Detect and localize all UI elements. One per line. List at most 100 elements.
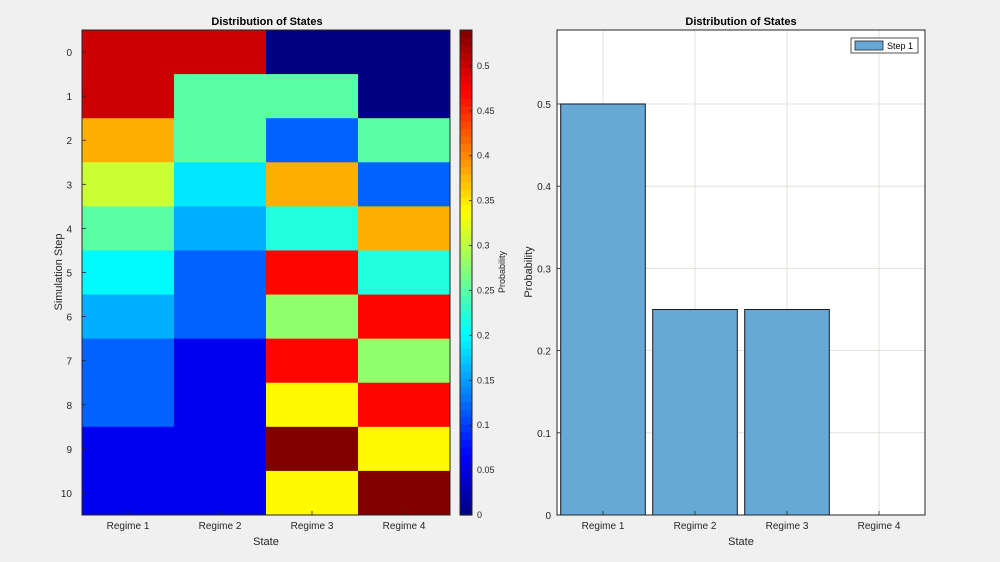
- bar: [744, 308, 830, 516]
- heatmap-cell: [174, 118, 267, 163]
- colorbar-segment: [460, 507, 472, 516]
- heatmap-y-tick-label: 6: [66, 313, 72, 324]
- heatmap-y-ticks: 0 1 2 3 4 5 6 7 8 9 10: [61, 48, 86, 500]
- bar-x-tick-label: Regime 2: [674, 521, 717, 532]
- bar-axes-box: [556, 29, 926, 516]
- colorbar-segment: [460, 340, 472, 349]
- heatmap-cell: [358, 206, 451, 251]
- colorbar-tick-label: 0.15: [477, 375, 495, 385]
- heatmap-cell: [174, 338, 267, 384]
- heatmap-x-tick-label: Regime 3: [291, 521, 334, 532]
- colorbar-segment: [460, 151, 472, 160]
- heatmap-cell: [82, 250, 175, 296]
- heatmap-cell: [266, 118, 359, 163]
- heatmap-y-tick-label: 2: [66, 136, 72, 147]
- heatmap-cell: [266, 74, 359, 119]
- colorbar: 0 0.05 0.1 0.15 0.2 0.25 0.3 0.35 0.4 0.45 0.5 Pro…: [459, 29, 507, 520]
- heatmap-cell: [266, 206, 359, 251]
- heatmap-cell: [266, 470, 359, 516]
- heatmap-y-tick-label: 4: [66, 224, 72, 235]
- heatmap-cell: [358, 426, 451, 472]
- colorbar-segment: [460, 424, 472, 433]
- colorbar-segment: [460, 446, 472, 455]
- heatmap-cell: [358, 118, 451, 163]
- heatmap-y-tick-label: 1: [66, 92, 72, 103]
- heatmap-x-tick-label: Regime 4: [383, 521, 426, 532]
- colorbar-label: Probability: [497, 250, 507, 293]
- colorbar-segment: [460, 211, 472, 221]
- heatmap-title: Distribution of States: [211, 16, 322, 28]
- heatmap-cell: [82, 206, 175, 251]
- colorbar-tick-label: 0.35: [477, 196, 495, 206]
- colorbar-segment: [460, 378, 472, 387]
- bar-x-ticks: Regime 1 Regime 2 Regime 3 Regime 4: [582, 511, 901, 532]
- colorbar-segment: [460, 249, 472, 258]
- legend-swatch: [854, 40, 884, 51]
- colorbar-segment: [460, 120, 472, 130]
- colorbar-tick-label: 0.25: [477, 285, 495, 295]
- colorbar-tick-label: 0.3: [477, 241, 490, 251]
- colorbar-segment: [460, 113, 472, 122]
- colorbar-segment: [460, 439, 472, 448]
- bar-x-tick-label: Regime 1: [582, 521, 625, 532]
- colorbar-segment: [460, 325, 472, 334]
- colorbar-segment: [460, 371, 472, 380]
- colorbar-segment: [460, 386, 472, 395]
- colorbar-segment: [460, 158, 472, 168]
- colorbar-segment: [460, 469, 472, 478]
- colorbar-segment: [460, 60, 472, 69]
- heatmap-cell: [358, 30, 451, 75]
- heatmap-y-tick-label: 0: [66, 48, 72, 59]
- legend: Step 1: [850, 37, 919, 54]
- colorbar-segment: [460, 431, 472, 440]
- heatmap-cell: [266, 338, 359, 384]
- colorbar-tick-label: 0.5: [477, 61, 490, 71]
- heatmap-cell: [82, 162, 175, 207]
- heatmap-y-tick-label: 5: [66, 269, 72, 280]
- colorbar-segment: [460, 333, 472, 342]
- heatmap-cell: [358, 338, 451, 384]
- heatmap-cell: [358, 162, 451, 207]
- colorbar-segment: [460, 416, 472, 425]
- colorbar-segment: [460, 310, 472, 319]
- bar-y-tick-label: 0.3: [537, 264, 551, 275]
- bar-y-tick-label: 0.5: [537, 100, 551, 111]
- heatmap-cell: [266, 250, 359, 296]
- colorbar-segment: [460, 257, 472, 266]
- colorbar-ticks: 0 0.05 0.1 0.15 0.2 0.25 0.3 0.35 0.4 0.45 0.5: [469, 61, 495, 520]
- heatmap-cell: [174, 74, 267, 119]
- colorbar-segment: [460, 484, 472, 493]
- bar-y-axis-label: Probability: [523, 246, 535, 298]
- colorbar-segment: [460, 287, 472, 296]
- bar: [560, 103, 646, 516]
- bar-y-ticks: 0 0.1 0.2 0.3 0.4 0.5: [537, 100, 561, 522]
- heatmap-cell: [82, 74, 175, 119]
- heatmap-cell: [174, 294, 267, 340]
- heatmap-cell: [174, 162, 267, 207]
- colorbar-gradient: [460, 30, 472, 516]
- colorbar-segment: [460, 30, 472, 39]
- colorbar-segment: [460, 67, 472, 77]
- heatmap-cells: [82, 30, 451, 516]
- colorbar-segment: [460, 242, 472, 251]
- colorbar-segment: [460, 363, 472, 372]
- heatmap-cell: [266, 30, 359, 75]
- colorbar-segment: [460, 454, 472, 463]
- colorbar-segment: [460, 408, 472, 418]
- heatmap-cell: [174, 470, 267, 516]
- heatmap-cell: [174, 382, 267, 428]
- bar-x-tick-label: Regime 3: [766, 521, 809, 532]
- heatmap-cell: [174, 206, 267, 251]
- colorbar-box: [459, 29, 473, 516]
- colorbar-segment: [460, 295, 472, 304]
- heatmap-x-ticks: Regime 1 Regime 2 Regime 3 Regime 4: [107, 511, 426, 532]
- colorbar-segment: [460, 219, 472, 228]
- colorbar-segment: [460, 196, 472, 205]
- bar: [652, 308, 738, 516]
- colorbar-segment: [460, 317, 472, 327]
- heatmap-cell: [266, 162, 359, 207]
- heatmap-cell: [82, 470, 175, 516]
- heatmap-cell: [358, 470, 451, 516]
